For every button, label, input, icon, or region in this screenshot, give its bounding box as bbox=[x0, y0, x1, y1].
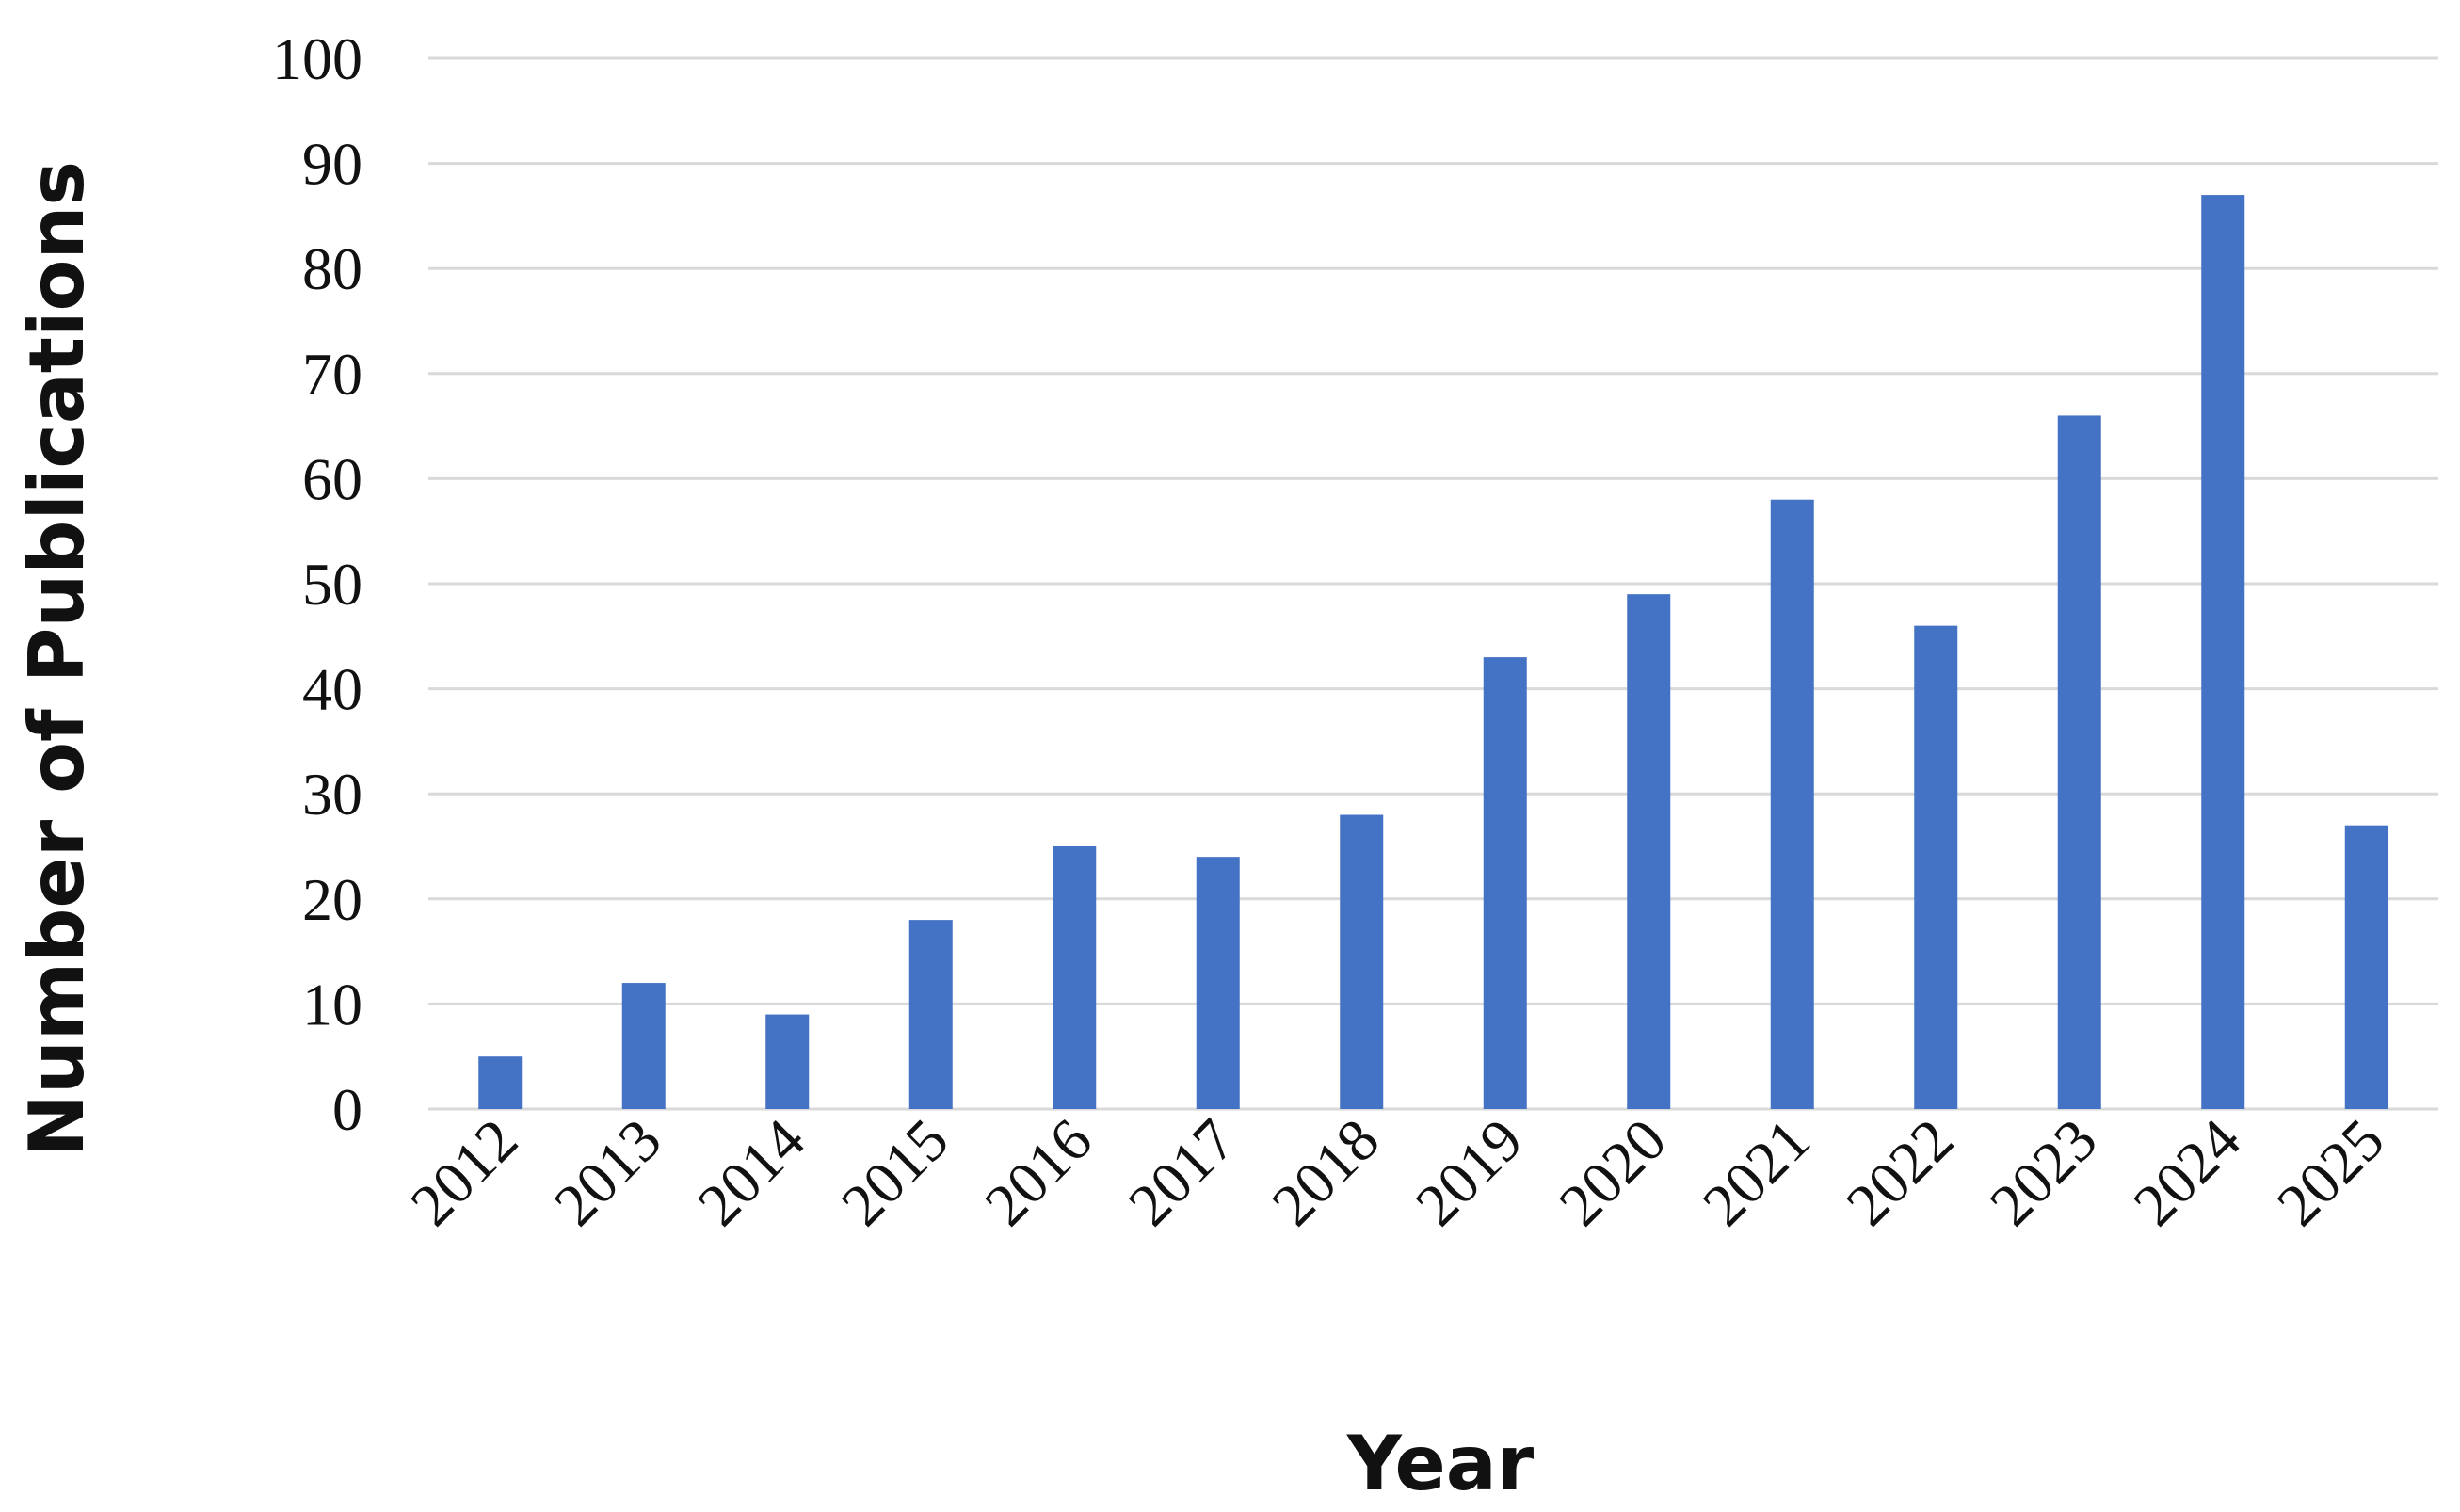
bar-2013 bbox=[621, 983, 666, 1109]
x-tick-label: 2023 bbox=[1977, 1106, 2110, 1239]
bar-2014 bbox=[765, 1014, 810, 1109]
x-tick-label: 2025 bbox=[2264, 1106, 2397, 1239]
y-axis-ticks: 0 10 20 30 40 50 60 70 80 90 100 bbox=[272, 25, 362, 1143]
y-tick-label: 10 bbox=[302, 971, 362, 1037]
x-tick-label: 2021 bbox=[1690, 1106, 1823, 1239]
bar-2025 bbox=[2344, 825, 2388, 1109]
x-tick-label: 2020 bbox=[1546, 1106, 1679, 1239]
y-tick-label: 100 bbox=[272, 25, 362, 92]
x-tick-label: 2022 bbox=[1833, 1106, 1966, 1239]
bar-2016 bbox=[1053, 846, 1097, 1109]
y-tick-label: 60 bbox=[302, 445, 362, 512]
x-axis-title: Year bbox=[1346, 1420, 1535, 1507]
x-tick-label: 2013 bbox=[541, 1106, 674, 1239]
y-tick-label: 80 bbox=[302, 235, 362, 302]
y-tick-label: 50 bbox=[302, 551, 362, 618]
x-tick-label: 2015 bbox=[828, 1106, 961, 1239]
gridlines bbox=[428, 56, 2438, 1111]
bar-2019 bbox=[1483, 657, 1527, 1109]
bar-2021 bbox=[1770, 499, 1814, 1109]
x-tick-label: 2012 bbox=[397, 1106, 530, 1239]
bar-2023 bbox=[2057, 415, 2101, 1109]
x-tick-label: 2017 bbox=[1116, 1106, 1248, 1239]
bar-2012 bbox=[478, 1056, 523, 1109]
bar-2018 bbox=[1340, 814, 1384, 1109]
y-tick-label: 20 bbox=[302, 866, 362, 933]
bar-2020 bbox=[1627, 594, 1671, 1109]
y-tick-label: 30 bbox=[302, 761, 362, 828]
y-tick-label: 40 bbox=[302, 656, 362, 723]
bar-2015 bbox=[908, 920, 953, 1109]
x-tick-label: 2014 bbox=[684, 1106, 817, 1239]
y-tick-label: 70 bbox=[302, 341, 362, 408]
y-axis-title: Number of Publications bbox=[13, 161, 101, 1157]
bar-2022 bbox=[1914, 625, 1958, 1109]
x-tick-label: 2024 bbox=[2120, 1106, 2253, 1239]
bars bbox=[478, 195, 2388, 1109]
bar-2017 bbox=[1196, 857, 1240, 1109]
y-tick-label: 0 bbox=[332, 1076, 362, 1143]
y-tick-label: 90 bbox=[302, 131, 362, 198]
x-tick-label: 2019 bbox=[1403, 1106, 1535, 1239]
x-tick-label: 2018 bbox=[1259, 1106, 1391, 1239]
x-tick-label: 2016 bbox=[972, 1106, 1104, 1239]
bar-2024 bbox=[2201, 195, 2245, 1109]
x-axis-ticks: 2012 2013 2014 2015 2016 2017 2018 2019 2020 2021… bbox=[397, 1106, 2396, 1239]
